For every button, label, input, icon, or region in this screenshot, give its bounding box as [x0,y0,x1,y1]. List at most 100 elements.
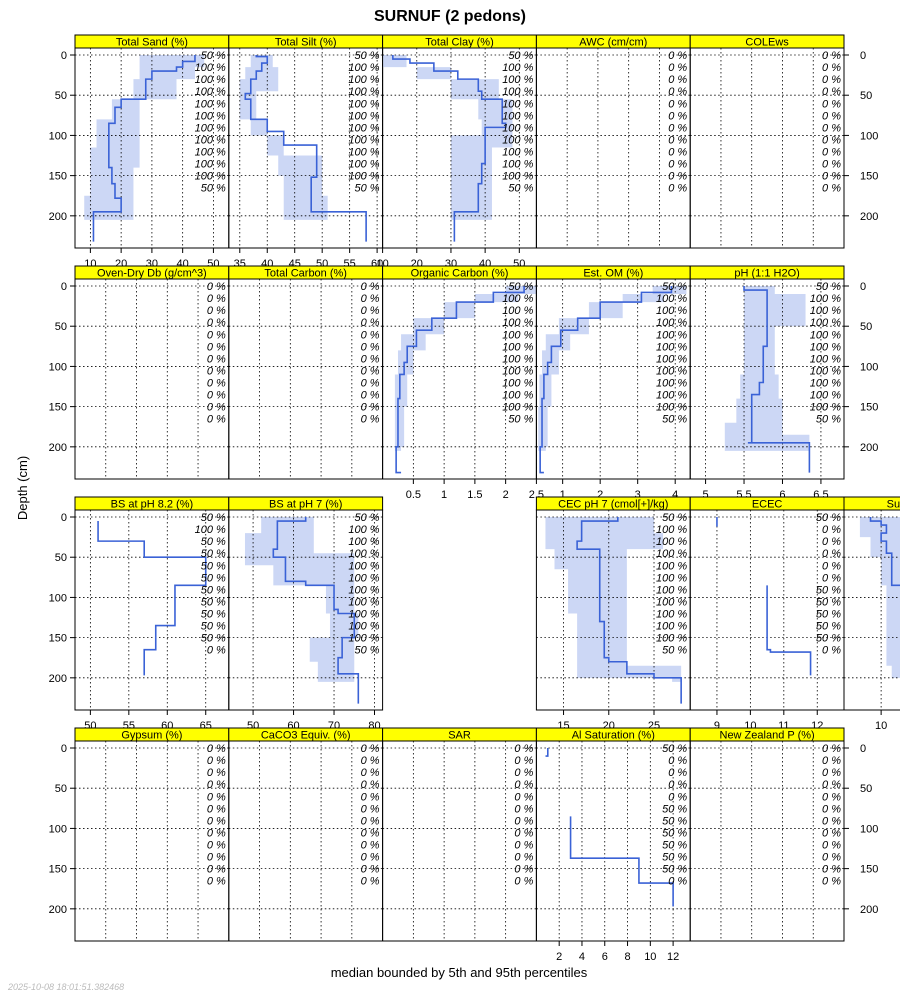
panel-new-zealand-p-count-label: 0 % [822,803,841,815]
panel-colews-count-label: 0 % [822,50,841,62]
panel-total-silt-count-label: 100 % [348,74,379,86]
panel-caco3-equiv-count-label: 0 % [361,815,380,827]
panel-total-carbon-count-label: 0 % [361,281,380,293]
panel-ph-1-1-h2o-count-label: 100 % [810,329,841,341]
panel-caco3-equiv-count-label: 0 % [361,767,380,779]
panel-bs-at-ph-7-count-label: 100 % [348,621,379,633]
panel-est-om-x-tick-label: 1 [560,489,566,501]
panel-al-saturation-count-label: 0 % [668,767,687,779]
panel-new-zealand-p-count-label: 0 % [822,791,841,803]
panel-new-zealand-p-count-label: 0 % [822,852,841,864]
panel-total-silt-count-label: 100 % [348,122,379,134]
panel-caco3-equiv-count-label: 0 % [361,840,380,852]
panel-awc-cm-cm-count-label: 0 % [668,110,687,122]
panel-sar-count-label: 0 % [514,755,533,767]
panel-bs-at-ph-8-2-count-label: 50 % [201,596,226,608]
panel-colews-y-tick-label-right: 100 [860,130,878,142]
panel-ph-1-1-h2o-y-tick-label-right: 50 [860,321,872,333]
panel-total-sand-count-label: 100 % [195,147,226,159]
panel-organic-carbon-count-label: 100 % [502,353,533,365]
panel-colews-frame [689,47,845,249]
panel-al-saturation-count-label: 0 % [668,755,687,767]
panel-total-carbon-count-label: 0 % [361,414,380,426]
panel-cec-ph-7-cmol-kg-count-label: 50 % [662,512,687,524]
panel-ph-1-1-h2o-count-label: 100 % [810,402,841,414]
panel-sar-frame [382,740,537,942]
panel-al-saturation-x-tick-label: 8 [624,951,630,963]
panel-organic-carbon-count-label: 100 % [502,402,533,414]
panel-est-om: Est. OM (%)50 %100 %100 %100 %100 %100 %… [535,265,691,501]
panel-ecec-count-label: 50 % [816,621,841,633]
panel-sar-count-label: 0 % [514,852,533,864]
panel-total-carbon: Total Carbon (%)0 %0 %0 %0 %0 %0 %0 %0 %… [228,265,384,480]
panel-caco3-equiv-count-label: 0 % [361,779,380,791]
panel-bs-at-ph-7-count-label: 100 % [348,572,379,584]
panel-organic-carbon-count-label: 50 % [508,414,533,426]
panel-gypsum-y-tick-label: 0 [61,743,67,755]
panel-awc-cm-cm-count-label: 0 % [668,122,687,134]
panel-sum-of-bases-x-tick-label: 10 [875,720,887,732]
panel-sum-of-bases-strip [843,496,900,511]
y-axis-label: Depth (cm) [15,456,30,520]
panel-est-om-count-label: 100 % [656,341,687,353]
panel-total-carbon-count-label: 0 % [361,329,380,341]
panel-colews-count-label: 0 % [822,98,841,110]
panel-new-zealand-p-frame [689,740,845,942]
panel-ecec-count-label: 0 % [822,560,841,572]
panel-total-carbon-frame [228,278,384,480]
panel-est-om-count-label: 100 % [656,402,687,414]
panel-al-saturation-x-tick-label: 12 [667,951,679,963]
panel-total-clay-strip-label: Total Clay (%) [425,37,493,49]
panel-gypsum-count-label: 0 % [207,791,226,803]
panel-bs-at-ph-8-2-y-tick-label: 100 [49,592,67,604]
panel-cec-ph-7-cmol-kg-percentile-band [545,517,682,682]
panel-caco3-equiv-count-label: 0 % [361,803,380,815]
panel-total-sand-count-label: 100 % [195,134,226,146]
panel-caco3-equiv-count-label: 0 % [361,755,380,767]
panel-est-om-median-line [539,286,673,474]
panel-al-saturation-x-tick-label: 2 [556,951,562,963]
panel-total-silt-count-label: 100 % [348,62,379,74]
panel-total-sand-y-tick-label: 200 [49,211,67,223]
panel-organic-carbon-count-label: 100 % [502,390,533,402]
panel-total-sand-y-tick-label: 0 [61,50,67,62]
panel-caco3-equiv-strip-label: CaCO3 Equiv. (%) [261,730,351,742]
panel-total-clay-count-label: 100 % [502,122,533,134]
panel-est-om-x-tick-label: 4 [672,489,678,501]
chart-title: SURNUF (2 pedons) [374,8,526,25]
panel-total-clay-count-label: 100 % [502,62,533,74]
panel-gypsum-count-label: 0 % [207,827,226,839]
panel-total-sand-count-label: 50 % [201,183,226,195]
panel-new-zealand-p: New Zealand P (%)0 %0 %0 %0 %0 %0 %0 %0 … [689,727,878,942]
panel-new-zealand-p-count-label: 0 % [822,827,841,839]
panel-total-sand-count-label: 100 % [195,110,226,122]
panel-ph-1-1-h2o-count-label: 50 % [816,414,841,426]
panel-ecec-count-label: 50 % [816,596,841,608]
panel-oven-dry-db-g-cm-3-count-label: 0 % [207,305,226,317]
panel-total-clay-count-label: 100 % [502,110,533,122]
panel-organic-carbon-count-label: 100 % [502,293,533,305]
panel-total-sand-median-line [92,55,196,242]
panel-new-zealand-p-count-label: 0 % [822,864,841,876]
panel-organic-carbon: Organic Carbon (%)50 %100 %100 %100 %100… [382,265,544,501]
panel-total-sand-count-label: 100 % [195,86,226,98]
panel-total-clay-count-label: 100 % [502,147,533,159]
panel-bs-at-ph-8-2-count-label: 50 % [201,512,226,524]
panel-ecec-count-label: 50 % [816,609,841,621]
panel-total-clay-count-label: 50 % [508,50,533,62]
panel-sar-count-label: 0 % [514,803,533,815]
panel-total-carbon-count-label: 0 % [361,341,380,353]
panel-new-zealand-p-y-tick-label-right: 100 [860,823,878,835]
panel-total-silt-count-label: 100 % [348,147,379,159]
panel-al-saturation-count-label: 50 % [662,815,687,827]
panel-new-zealand-p-count-label: 0 % [822,815,841,827]
panel-bs-at-ph-8-2-y-tick-label: 50 [55,552,67,564]
panel-organic-carbon-x-tick-label: 1.5 [467,489,482,501]
panel-awc-cm-cm: AWC (cm/cm)0 %0 %0 %0 %0 %0 %0 %0 %0 %0 … [535,34,691,249]
panel-organic-carbon-count-label: 100 % [502,305,533,317]
panel-cec-ph-7-cmol-kg-strip-label: CEC pH 7 (cmol[+]/kg) [558,499,668,511]
panel-awc-cm-cm-count-label: 0 % [668,74,687,86]
panel-total-sand-count-label: 100 % [195,171,226,183]
panel-al-saturation-count-label: 50 % [662,827,687,839]
panel-bs-at-ph-8-2-count-label: 50 % [201,548,226,560]
